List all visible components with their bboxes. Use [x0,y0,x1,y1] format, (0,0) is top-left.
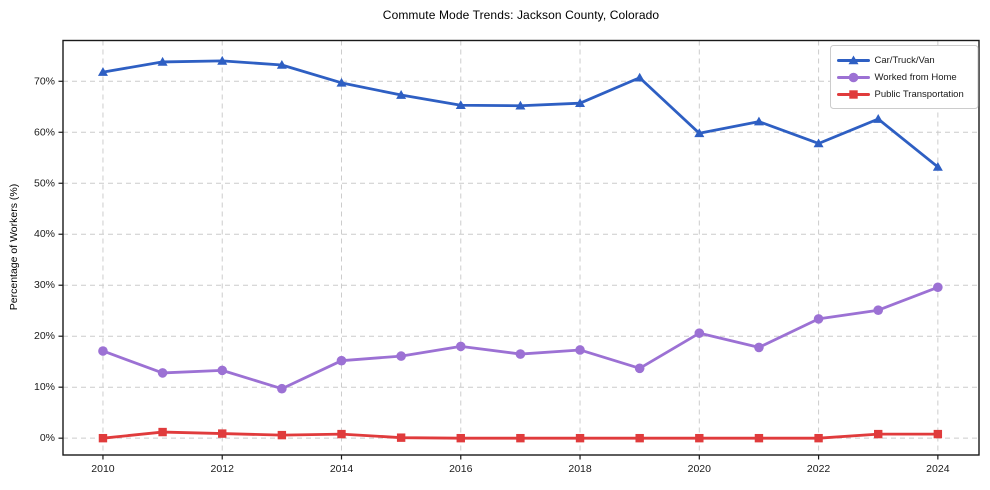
series-line-car-truck-van [101,59,940,169]
square-marker [754,433,764,443]
y-tick-label: 40% [34,228,55,240]
circle-marker [575,345,585,355]
square-marker [277,430,287,440]
triangle-marker [97,67,108,76]
square-marker [98,433,108,443]
circle-marker [813,314,824,324]
triangle-marker [873,114,884,123]
triangle-marker [336,77,347,87]
circle-marker [848,72,859,83]
square-marker [575,433,585,443]
y-tick-label: 0% [40,432,55,444]
circle-marker [336,355,347,366]
square-marker [337,429,346,439]
square-marker [456,433,465,443]
y-tick-label: 10% [34,381,55,393]
y-tick-label: 50% [34,177,55,189]
triangle-marker [634,72,645,82]
x-tick-label: 2014 [330,463,354,475]
series-line-worked-from-home [101,285,940,391]
legend-label: Public Transportation [875,89,964,100]
triangle-marker [396,90,407,99]
square-marker [396,433,406,442]
triangle-marker [455,100,466,110]
square-marker [849,90,858,99]
y-tick-label: 70% [34,75,55,87]
triangle-marker [515,100,526,110]
triangle-marker [694,128,705,138]
square-marker [814,433,823,443]
triangle-marker [813,138,824,148]
y-tick-label: 60% [34,126,55,138]
circle-marker [455,341,466,352]
circle-marker [396,351,406,361]
x-tick-label: 2016 [449,463,473,475]
circle-marker [634,363,645,374]
circle-marker [754,342,764,353]
circle-marker [933,282,943,293]
square-marker [874,429,883,439]
circle-marker [515,349,526,359]
square-marker [158,427,167,437]
x-tick-label: 2010 [91,463,115,475]
legend-label: Worked from Home [875,72,957,83]
triangle-marker [276,59,287,69]
triangle-marker [575,98,586,108]
square-marker [516,433,525,443]
plot-frame [62,39,980,456]
square-marker [635,433,644,443]
triangle-marker [753,116,764,126]
circle-marker [98,346,108,356]
square-marker [933,429,943,439]
circle-marker [277,383,287,394]
triangle-marker [848,55,859,65]
triangle-marker [217,55,228,65]
legend-label: Car/Truck/Van [875,55,935,66]
square-marker [695,433,704,443]
chart-title: Commute Mode Trends: Jackson County, Col… [382,8,660,22]
x-tick-label: 2020 [688,463,712,475]
x-tick-label: 2012 [211,463,235,475]
x-tick-label: 2024 [926,463,950,475]
x-tick-label: 2018 [568,463,592,475]
circle-marker [217,365,228,376]
triangle-marker [932,161,943,171]
circle-marker [157,368,168,378]
square-marker [218,429,227,438]
circle-marker [873,305,884,316]
y-tick-label: 20% [34,330,55,342]
triangle-marker [157,56,168,66]
y-tick-label: 30% [34,279,55,291]
circle-marker [694,328,705,338]
x-tick-label: 2022 [807,463,831,475]
